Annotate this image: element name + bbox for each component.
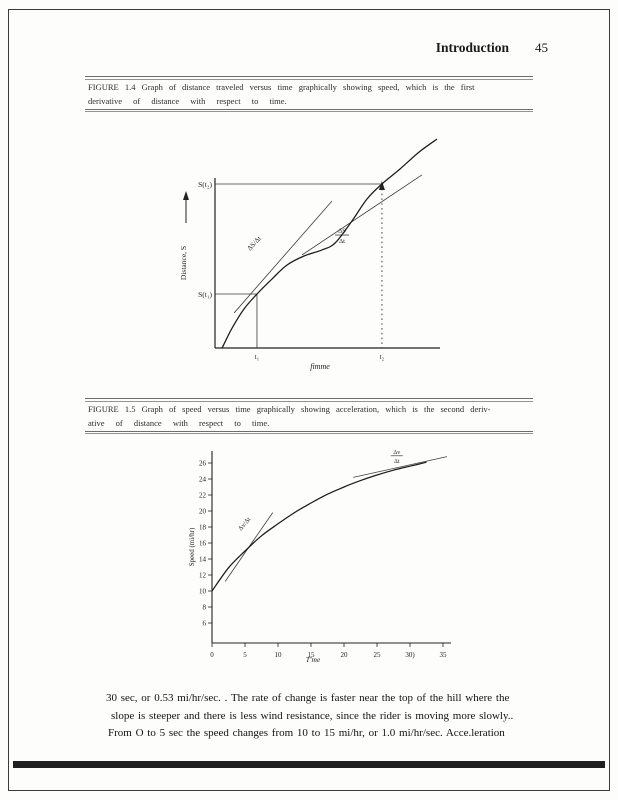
- svg-text:16: 16: [199, 540, 207, 548]
- svg-text:10: 10: [199, 588, 207, 596]
- caption-rule-bottom: [85, 430, 533, 435]
- svg-text:20: 20: [341, 651, 349, 659]
- body-line: slope is steeper and there is less wind …: [111, 709, 514, 722]
- figure-1-5-caption-line2: ative of distance with respect to time.: [88, 417, 270, 428]
- svg-text:30): 30): [405, 651, 415, 659]
- caption-rule-top: [85, 398, 533, 402]
- figure-1-5-graph: 26 24 22 20 18 16 14 12 10 8 6 0 5 10 15 20 25 30) 35 Δv/Δt…: [188, 450, 451, 664]
- svg-text:25: 25: [374, 651, 382, 659]
- svg-text:35: 35: [440, 651, 448, 659]
- svg-text:26: 26: [199, 460, 207, 468]
- svg-text:10: 10: [275, 651, 283, 659]
- svg-text:22: 22: [199, 492, 207, 500]
- figure-1-4-graph: S(t₂) S(t₁) t₁ t₂ fimme Distance, S ΔS/Δt ΔS Δt: [179, 138, 440, 371]
- svg-text:ΔS/Δt: ΔS/Δt: [246, 235, 263, 253]
- svg-text:18: 18: [199, 524, 207, 532]
- svg-text:Δv/Δt: Δv/Δt: [237, 516, 252, 532]
- svg-text:Δv: Δv: [393, 450, 400, 456]
- figure-1-5-caption: FIGURE 1.5 Graph of speed versus time gr…: [85, 398, 533, 435]
- svg-text:Δt: Δt: [394, 459, 400, 465]
- body-line: From O to 5 sec the speed changes from 1…: [108, 727, 505, 739]
- body-paragraph: 30 sec, or 0.53 mi/hr/sec. . The rate of…: [106, 690, 576, 743]
- svg-text:24: 24: [199, 476, 207, 484]
- svg-text:Distance, S: Distance, S: [179, 246, 188, 280]
- caption-rule-top: [85, 76, 533, 80]
- svg-text:t₁: t₁: [255, 353, 259, 361]
- scan-artifact-bar: [13, 761, 605, 768]
- caption-rule-bottom: [85, 108, 533, 113]
- figure-1-4-caption: FIGURE 1.4 Graph of distance traveled ve…: [85, 76, 533, 113]
- svg-text:T'me: T'me: [306, 655, 321, 664]
- figure-1-5-caption-line1: FIGURE 1.5 Graph of speed versus time gr…: [88, 404, 491, 415]
- svg-text:6: 6: [203, 620, 207, 628]
- figure-1-4-caption-line2: derivative of distance with respect to t…: [88, 95, 287, 106]
- svg-text:ΔS: ΔS: [338, 228, 346, 235]
- svg-text:8: 8: [203, 604, 207, 612]
- running-head: Introduction: [435, 40, 509, 55]
- svg-text:12: 12: [199, 572, 207, 580]
- figure-1-4-caption-line1: FIGURE 1.4 Graph of distance traveled ve…: [88, 82, 475, 93]
- body-line: 30 sec, or 0.53 mi/hr/sec. . The rate of…: [106, 692, 510, 704]
- svg-text:S(t₂): S(t₂): [198, 180, 212, 189]
- svg-text:fimme: fimme: [310, 362, 330, 371]
- svg-text:20: 20: [199, 508, 207, 516]
- page-number: 45: [535, 40, 548, 55]
- svg-text:15: 15: [308, 651, 316, 659]
- svg-text:t₂: t₂: [380, 353, 385, 361]
- svg-text:Δt: Δt: [339, 238, 345, 245]
- page-header: Introduction 45: [436, 40, 548, 56]
- svg-text:5: 5: [243, 651, 247, 659]
- svg-text:0: 0: [210, 651, 214, 659]
- svg-text:S(t₁): S(t₁): [198, 290, 212, 299]
- svg-text:14: 14: [199, 556, 207, 564]
- svg-text:Speed (mi/hr): Speed (mi/hr): [188, 527, 196, 566]
